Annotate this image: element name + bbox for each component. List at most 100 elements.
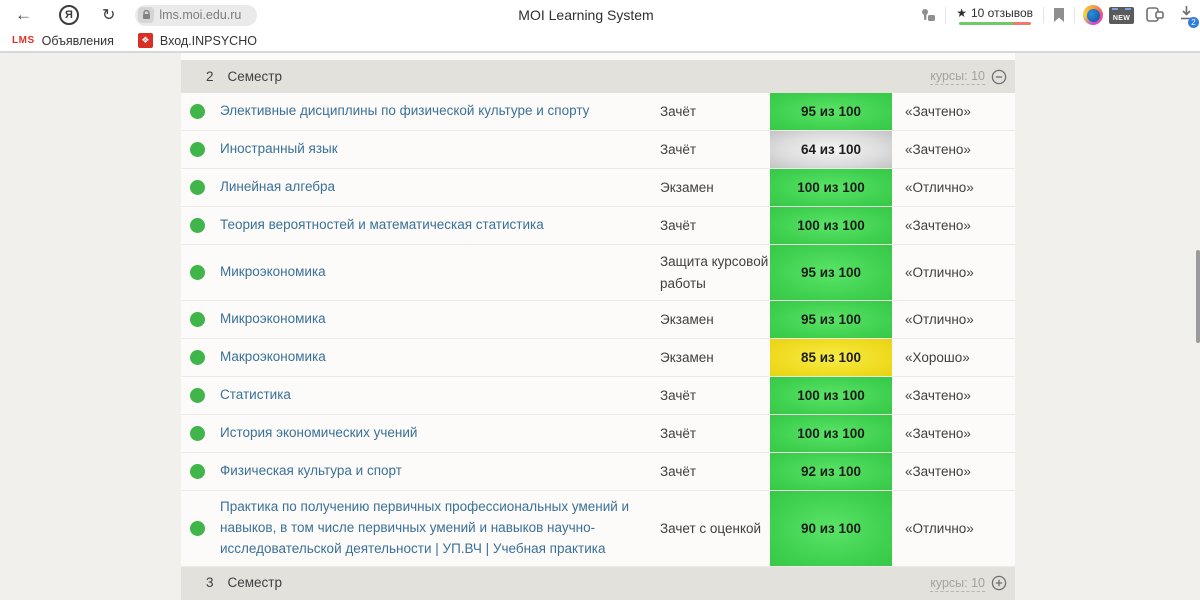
- bookmark-flag-icon[interactable]: [1052, 7, 1066, 23]
- grade-text: «Зачтено»: [905, 388, 971, 404]
- table-row: Практика по получению первичных професси…: [181, 491, 1015, 567]
- status-cell: [181, 426, 220, 442]
- bookmark-login[interactable]: ❖ Вход.INPSYCHO: [137, 33, 257, 48]
- exam-type: Зачёт: [660, 217, 697, 233]
- status-cell: [181, 104, 220, 119]
- rating-bar: [958, 21, 1031, 25]
- status-cell: [181, 464, 220, 480]
- exam-type: Экзамен: [660, 179, 714, 195]
- courses-count-link[interactable]: курсы: 10: [930, 575, 985, 593]
- download-icon[interactable]: 2: [1179, 5, 1199, 28]
- table-row: Микроэкономика Экзамен 95 из 100 «Отличн…: [181, 301, 1015, 340]
- back-icon[interactable]: ←: [15, 5, 32, 24]
- lock-icon[interactable]: [138, 7, 155, 23]
- course-link[interactable]: Иностранный язык: [220, 141, 338, 157]
- score-badge: 95 из 100: [770, 245, 892, 301]
- inpsycho-logo-icon: ❖: [137, 33, 153, 48]
- course-link[interactable]: История экономических учений: [220, 425, 418, 441]
- grade-text: «Зачтено»: [905, 218, 971, 233]
- grade-text: «Отлично»: [905, 312, 974, 328]
- address-bar[interactable]: lms.moi.edu.ru: [135, 4, 258, 26]
- grade-text: «Зачтено»: [905, 464, 971, 480]
- status-dot-icon: [190, 312, 205, 328]
- course-link[interactable]: Микроэкономика: [220, 311, 326, 327]
- protect-icon[interactable]: [920, 8, 937, 22]
- new-calendar-icon[interactable]: NEW: [1109, 6, 1134, 24]
- table-row: Макроэкономика Экзамен 85 из 100 «Хорошо…: [181, 339, 1015, 378]
- bookmark-label: Объявления: [41, 33, 114, 48]
- status-cell: [181, 265, 220, 281]
- extensions-icon[interactable]: [1146, 7, 1165, 23]
- exam-type: Зачёт: [660, 387, 697, 403]
- table-row: Элективные дисциплины по физической куль…: [181, 93, 1015, 131]
- exam-type: Зачёт: [660, 425, 697, 441]
- courses-count-link[interactable]: курсы: 10: [930, 68, 985, 86]
- divider: [1043, 7, 1044, 23]
- table-row: Статистика Зачёт 100 из 100 «Зачтено»: [181, 377, 1015, 416]
- bookmarks-bar: LMS Объявления ❖ Вход.INPSYCHO: [0, 30, 1200, 53]
- score-badge: 100 из 100: [770, 415, 892, 453]
- course-link[interactable]: Линейная алгебра: [220, 179, 336, 195]
- exam-type: Зачет с оценкой: [660, 520, 762, 536]
- bookmark-label: Вход.INPSYCHO: [159, 33, 257, 48]
- course-link[interactable]: Макроэкономика: [220, 349, 326, 365]
- exam-type: Зачёт: [660, 463, 697, 479]
- grade-text: «Хорошо»: [905, 350, 970, 366]
- divider: [1074, 7, 1075, 23]
- score-badge: 92 из 100: [770, 453, 892, 491]
- course-link[interactable]: Микроэкономика: [220, 264, 326, 280]
- status-dot-icon: [190, 521, 205, 537]
- course-link[interactable]: Элективные дисциплины по физической куль…: [220, 103, 590, 119]
- browser-chrome: ← Я ↻ lms.moi.edu.ru MOI Learning System…: [0, 0, 1200, 30]
- grade-text: «Отлично»: [905, 265, 974, 281]
- status-cell: [181, 521, 220, 537]
- status-dot-icon: [190, 350, 205, 366]
- refresh-icon[interactable]: ↻: [102, 7, 116, 24]
- lms-logo-icon: LMS: [12, 35, 35, 46]
- table-row: Линейная алгебра Экзамен 100 из 100 «Отл…: [181, 169, 1015, 207]
- rating-text: 10 отзывов: [970, 5, 1033, 20]
- semester-label: Семестр: [227, 574, 283, 590]
- status-dot-icon: [190, 265, 205, 281]
- status-cell: [181, 388, 220, 404]
- grade-text: «Зачтено»: [905, 142, 971, 157]
- course-rows: Элективные дисциплины по физической куль…: [181, 93, 1015, 567]
- status-dot-icon: [190, 388, 205, 404]
- score-badge: 100 из 100: [770, 377, 892, 415]
- extension-color-icon[interactable]: [1083, 5, 1103, 25]
- rating-bar-negative: [1012, 21, 1031, 25]
- course-link[interactable]: Теория вероятностей и математическая ста…: [220, 217, 544, 233]
- star-icon: ★: [956, 5, 967, 20]
- grades-table: 2 Семестр курсы: 10 Элективные дисциплин…: [181, 53, 1015, 600]
- page-title: MOI Learning System: [518, 7, 654, 23]
- status-cell: [181, 180, 220, 195]
- expand-icon[interactable]: [991, 575, 1007, 591]
- bookmark-announcements[interactable]: LMS Объявления: [12, 34, 114, 48]
- table-row: Теория вероятностей и математическая ста…: [181, 207, 1015, 245]
- status-dot-icon: [190, 218, 205, 233]
- score-badge: 95 из 100: [770, 301, 892, 339]
- course-link[interactable]: Практика по получению первичных професси…: [220, 499, 630, 557]
- score-badge: 85 из 100: [770, 339, 892, 377]
- status-dot-icon: [190, 426, 205, 442]
- status-dot-icon: [190, 142, 205, 157]
- scrollbar-thumb[interactable]: [1196, 250, 1200, 343]
- status-cell: [181, 350, 220, 366]
- course-link[interactable]: Статистика: [220, 387, 291, 403]
- semester-number: 2: [206, 69, 214, 84]
- table-row: Микроэкономика Защита курсовой работы 95…: [181, 245, 1015, 302]
- site-rating[interactable]: ★ 10 отзывов: [956, 6, 1033, 25]
- table-row: История экономических учений Зачёт 100 и…: [181, 415, 1015, 454]
- grade-text: «Зачтено»: [905, 104, 971, 119]
- status-cell: [181, 312, 220, 328]
- course-link[interactable]: Физическая культура и спорт: [220, 463, 402, 479]
- url-text[interactable]: lms.moi.edu.ru: [159, 8, 242, 22]
- score-badge: 95 из 100: [770, 93, 892, 130]
- status-dot-icon: [190, 180, 205, 195]
- exam-type: Зачёт: [660, 141, 697, 157]
- grade-text: «Отлично»: [905, 521, 974, 537]
- yandex-icon[interactable]: Я: [59, 5, 79, 25]
- collapse-icon[interactable]: [991, 69, 1007, 85]
- score-badge: 90 из 100: [770, 491, 892, 566]
- semester-footer: 3 Семестр курсы: 10: [181, 566, 1015, 600]
